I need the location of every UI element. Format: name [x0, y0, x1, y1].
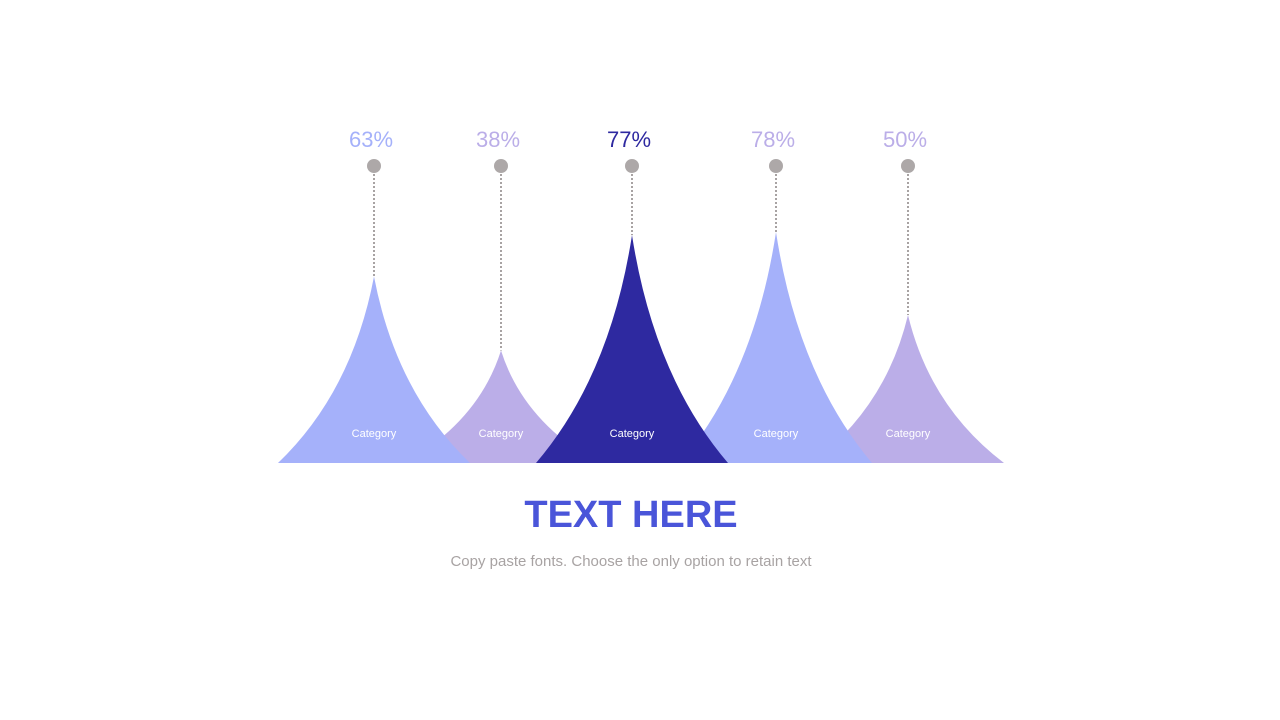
marker-dot: [901, 159, 915, 173]
value-label: 63%: [349, 127, 393, 152]
peak-shape: [680, 232, 872, 463]
marker-dot: [769, 159, 783, 173]
subtitle: Copy paste fonts. Choose the only option…: [450, 553, 812, 570]
marker-dot: [367, 159, 381, 173]
marker-dot: [494, 159, 508, 173]
peak-shape: [812, 315, 1004, 463]
peak-shape: [278, 276, 470, 463]
value-label: 78%: [751, 127, 795, 152]
marker-dot: [625, 159, 639, 173]
main-title: TEXT HERE: [524, 494, 738, 536]
category-label: Category: [886, 428, 931, 440]
peak-shape: [405, 350, 597, 463]
peak-shape: [536, 235, 728, 463]
category-label: Category: [754, 428, 799, 440]
value-label: 50%: [883, 127, 927, 152]
category-label: Category: [352, 428, 397, 440]
category-label: Category: [610, 428, 655, 440]
value-label: 77%: [607, 127, 651, 152]
value-label: 38%: [476, 127, 520, 152]
category-label: Category: [479, 428, 524, 440]
